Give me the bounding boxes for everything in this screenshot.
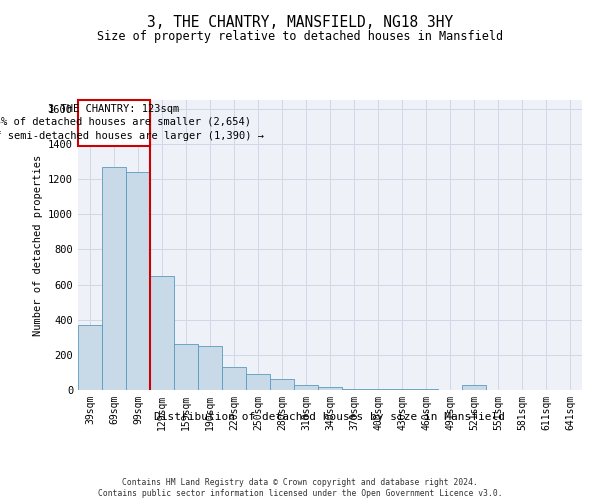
Bar xyxy=(198,346,222,390)
Bar xyxy=(270,378,294,390)
Text: Distribution of detached houses by size in Mansfield: Distribution of detached houses by size … xyxy=(155,412,505,422)
Bar xyxy=(126,172,150,390)
Bar xyxy=(294,384,318,390)
Text: 34% of semi-detached houses are larger (1,390) →: 34% of semi-detached houses are larger (… xyxy=(0,130,264,140)
Bar xyxy=(222,367,246,390)
Text: Contains HM Land Registry data © Crown copyright and database right 2024.
Contai: Contains HM Land Registry data © Crown c… xyxy=(98,478,502,498)
Text: 3, THE CHANTRY, MANSFIELD, NG18 3HY: 3, THE CHANTRY, MANSFIELD, NG18 3HY xyxy=(147,15,453,30)
Bar xyxy=(342,388,366,390)
Text: Size of property relative to detached houses in Mansfield: Size of property relative to detached ho… xyxy=(97,30,503,43)
Y-axis label: Number of detached properties: Number of detached properties xyxy=(32,154,43,336)
Text: 3 THE CHANTRY: 123sqm: 3 THE CHANTRY: 123sqm xyxy=(49,104,179,114)
Bar xyxy=(246,374,270,390)
Text: ← 66% of detached houses are smaller (2,654): ← 66% of detached houses are smaller (2,… xyxy=(0,117,251,127)
Bar xyxy=(150,276,174,390)
Bar xyxy=(174,344,198,390)
Bar xyxy=(318,388,342,390)
FancyBboxPatch shape xyxy=(78,100,150,146)
Bar xyxy=(366,388,390,390)
Bar xyxy=(102,167,126,390)
Bar xyxy=(78,325,102,390)
Bar xyxy=(462,384,486,390)
